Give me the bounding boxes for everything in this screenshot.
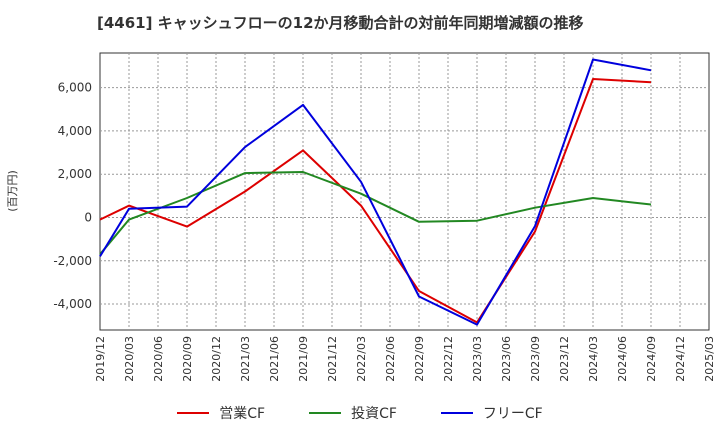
x-tick-label: 2023/09: [529, 336, 542, 382]
x-tick-label: 2021/03: [239, 336, 252, 382]
y-tick-label: -4,000: [53, 297, 92, 311]
plot-area: [99, 52, 710, 331]
x-tick-label: 2025/03: [703, 336, 716, 382]
series-line: [99, 58, 652, 326]
series-layer: [99, 58, 652, 326]
x-tick-label: 2021/06: [268, 336, 281, 382]
x-tick-label: 2022/06: [384, 336, 397, 382]
legend: 営業CF 投資CF フリーCF: [0, 403, 720, 423]
x-tick-label: 2020/12: [210, 336, 223, 382]
y-axis-label: (百万円): [6, 170, 19, 212]
x-tick-label: 2020/06: [152, 336, 165, 382]
y-tick-label: 4,000: [58, 124, 92, 138]
series-line: [99, 78, 652, 324]
x-tick-label: 2022/03: [355, 336, 368, 382]
x-tick-label: 2023/12: [558, 336, 571, 382]
x-tick-label: 2022/12: [442, 336, 455, 382]
x-tick-label: 2021/12: [326, 336, 339, 382]
series-line: [99, 171, 652, 255]
y-tick-label: 0: [84, 210, 92, 224]
legend-label: フリーCF: [482, 406, 543, 422]
legend-swatch: [309, 412, 342, 414]
x-tick-label: 2024/06: [616, 336, 629, 382]
x-tick-label: 2024/09: [645, 336, 658, 382]
x-tick-label: 2020/09: [181, 336, 194, 382]
y-tick-label: -2,000: [53, 254, 92, 268]
x-tick-label: 2019/12: [94, 336, 107, 382]
y-tick-label: 6,000: [58, 81, 92, 95]
legend-item: 投資CF: [309, 403, 397, 423]
y-tick-label: 2,000: [58, 167, 92, 181]
legend-swatch: [177, 412, 210, 414]
x-tick-label: 2021/09: [297, 336, 310, 382]
legend-swatch: [440, 412, 473, 414]
chart-title: [4461] キャッシュフローの12か月移動合計の対前年同期増減額の推移: [97, 14, 584, 32]
x-tick-label: 2023/03: [471, 336, 484, 382]
x-tick-label: 2020/03: [123, 336, 136, 382]
axis-labels: 6,000 4,000 2,000 0 -2,000 -4,000 2019/12 2020/…: [53, 81, 716, 382]
x-tick-label: 2024/03: [587, 336, 600, 382]
x-tick-label: 2022/09: [413, 336, 426, 382]
legend-item: フリーCF: [440, 403, 543, 423]
x-tick-label: 2023/06: [500, 336, 513, 382]
x-tick-label: 2024/12: [674, 336, 687, 382]
legend-label: 投資CF: [351, 406, 397, 422]
legend-label: 営業CF: [219, 406, 266, 422]
legend-item: 営業CF: [177, 403, 265, 423]
